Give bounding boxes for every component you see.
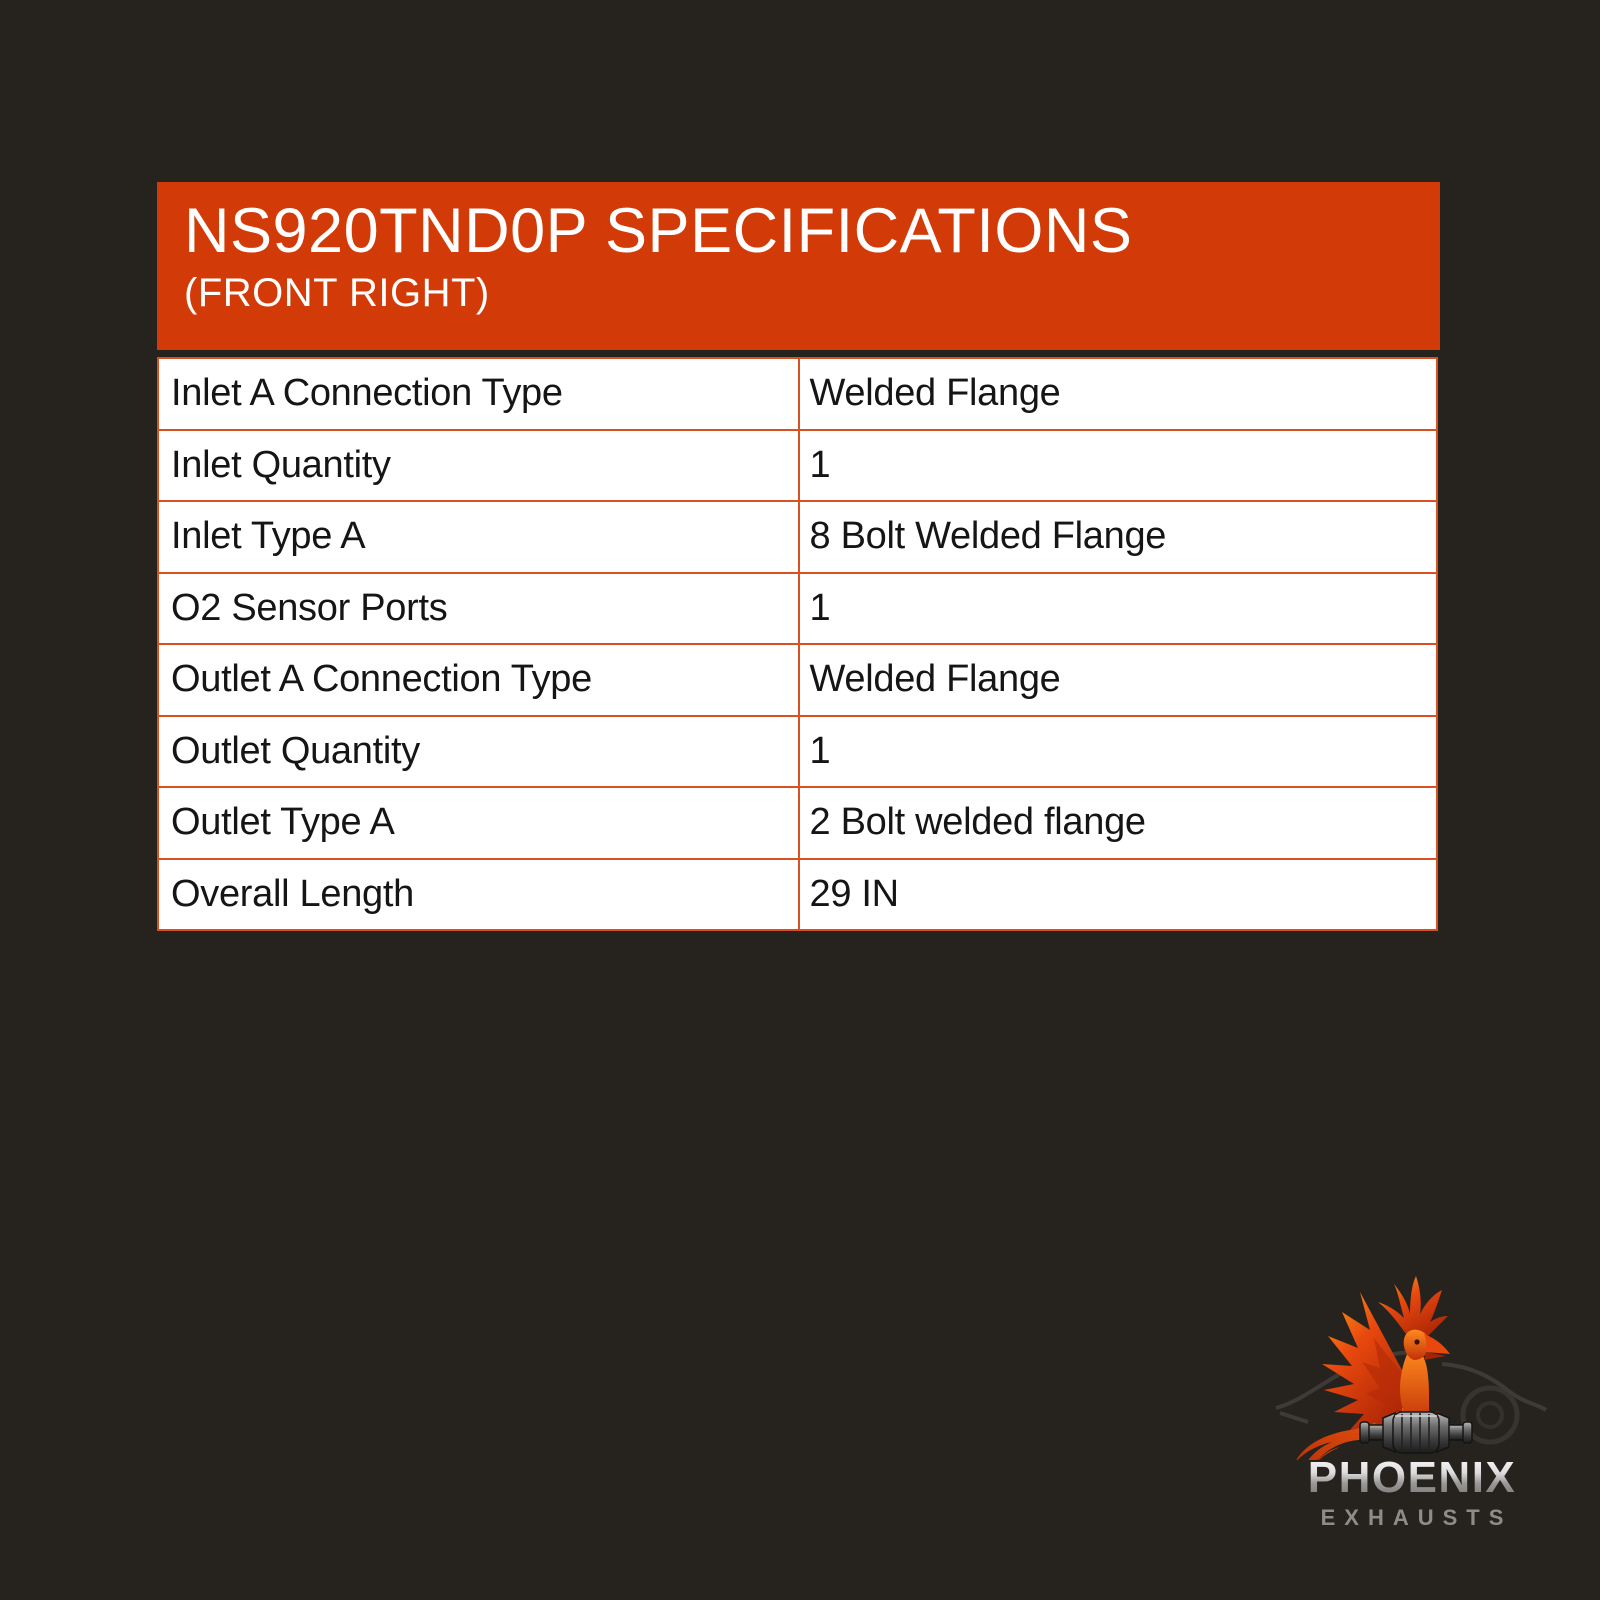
spec-value: 2 Bolt welded flange — [797, 788, 1437, 858]
spec-value: 1 — [797, 716, 1437, 786]
phoenix-crest — [1378, 1276, 1448, 1338]
phoenix-head — [1403, 1329, 1450, 1360]
spec-label: Inlet Type A — [171, 515, 366, 558]
phoenix-eye — [1414, 1339, 1420, 1345]
spec-label: Overall Length — [171, 872, 414, 915]
spec-label: O2 Sensor Ports — [171, 586, 448, 629]
phoenix-wing — [1322, 1292, 1402, 1440]
spec-label: Outlet A Connection Type — [171, 658, 592, 701]
table-row: Inlet Quantity 1 — [159, 428, 1437, 500]
brand-logo: PHOENIX EXHAUSTS — [1262, 1272, 1562, 1532]
spec-value: 1 — [797, 430, 1437, 500]
phoenix-exhausts-logo-icon — [1275, 1276, 1548, 1460]
table-row: Inlet A Connection Type Welded Flange — [159, 359, 1436, 429]
table-row: Inlet Type A 8 Bolt Welded Flange — [159, 500, 1436, 572]
table-row: Outlet Type A 2 Bolt welded flange — [159, 786, 1436, 858]
table-row: Outlet A Connection Type Welded Flange — [159, 643, 1436, 715]
table-row: Overall Length 29 IN — [159, 857, 1437, 929]
page-title: NS920TND0P SPECIFICATIONS — [184, 196, 1133, 266]
table-row: Outlet Quantity 1 — [159, 714, 1437, 786]
phoenix-body — [1400, 1350, 1430, 1424]
spec-value: 29 IN — [797, 859, 1437, 929]
spec-value: Welded Flange — [797, 645, 1437, 715]
brand-tagline: EXHAUSTS — [1320, 1505, 1513, 1530]
spec-label: Outlet Type A — [171, 801, 395, 844]
spec-header: NS920TND0P SPECIFICATIONS (FRONT RIGHT) — [157, 182, 1440, 350]
muffler-icon — [1359, 1411, 1473, 1454]
spec-label: Outlet Quantity — [171, 729, 420, 772]
spec-value: 8 Bolt Welded Flange — [797, 502, 1437, 572]
spec-value: Welded Flange — [797, 359, 1437, 429]
table-row: O2 Sensor Ports 1 — [159, 571, 1437, 643]
spec-label: Inlet Quantity — [171, 443, 391, 486]
brand-name: PHOENIX — [1307, 1453, 1517, 1502]
page-subtitle: (FRONT RIGHT) — [184, 271, 490, 316]
spec-value: 1 — [797, 573, 1437, 643]
spec-label: Inlet A Connection Type — [171, 372, 563, 415]
spec-table: Inlet A Connection Type Welded Flange In… — [157, 357, 1438, 931]
